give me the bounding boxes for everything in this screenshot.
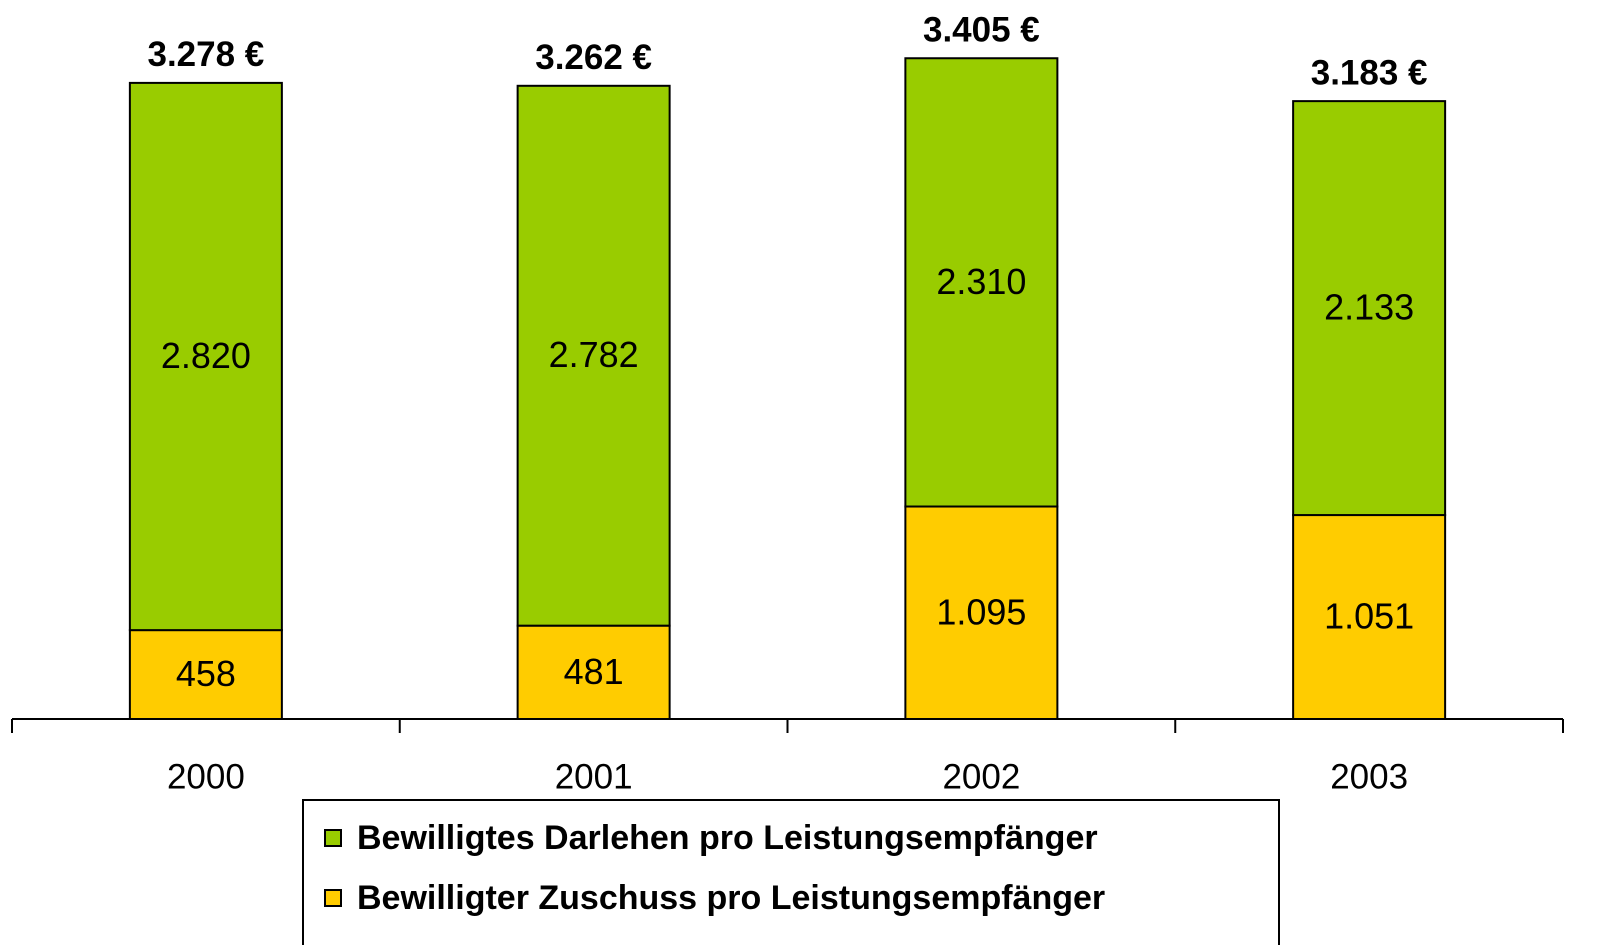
bar-segment <box>128 81 283 632</box>
total-label: 3.262 € <box>535 38 652 77</box>
legend-label: Bewilligter Zuschuss pro Leistungsempfän… <box>357 879 1105 917</box>
x-tick-label: 2001 <box>555 757 633 796</box>
legend-swatch <box>324 889 342 907</box>
legend-label: Bewilligtes Darlehen pro Leistungsempfän… <box>357 819 1098 857</box>
segment-label: 2.310 <box>936 261 1026 302</box>
bar-segment <box>1292 100 1447 517</box>
segment-label: 2.782 <box>549 334 639 375</box>
segment-label: 481 <box>564 651 624 692</box>
total-label: 3.405 € <box>923 10 1040 49</box>
segment-label: 2.133 <box>1324 287 1414 328</box>
bar-segment <box>1292 514 1447 720</box>
x-tick-label: 2003 <box>1330 757 1408 796</box>
bar-segment <box>904 57 1059 508</box>
segment-label: 1.051 <box>1324 596 1414 637</box>
x-tick-label: 2002 <box>942 757 1020 796</box>
legend-swatch <box>324 829 342 847</box>
segment-label: 2.820 <box>161 335 251 376</box>
legend-box <box>302 799 1280 945</box>
segment-label: 1.095 <box>936 591 1026 632</box>
x-tick-label: 2000 <box>167 757 245 796</box>
total-label: 3.278 € <box>147 35 264 74</box>
total-label: 3.183 € <box>1311 54 1428 93</box>
segment-label: 458 <box>176 653 236 694</box>
bar-segment <box>128 629 283 720</box>
bar-segment <box>904 505 1059 720</box>
bar-segment <box>516 84 671 627</box>
